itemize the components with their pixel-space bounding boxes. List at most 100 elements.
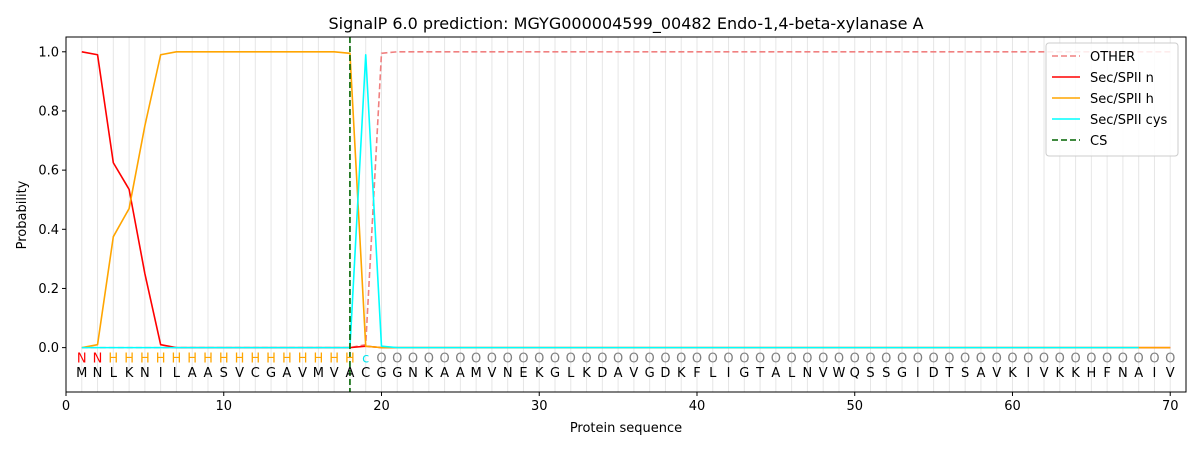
y-tick-label: 0.8 [38,104,59,119]
residue-state-label: O [455,351,465,366]
residue-letter: V [819,366,828,381]
residue-state-label: O [834,351,844,366]
residue-state-label: O [771,351,781,366]
residue-letter: L [110,366,118,381]
residue-letter: A [282,366,291,381]
residue-letter: W [833,366,846,381]
residue-letter: N [408,366,418,381]
y-tick-label: 0.0 [38,341,59,356]
plot-frame [65,36,1187,393]
residue-letter: K [582,366,591,381]
x-tick-label: 40 [689,399,706,414]
residue-state-label: O [865,351,875,366]
residue-letter: A [1134,366,1143,381]
residue-state-label: O [850,351,860,366]
residue-letter: K [1008,366,1017,381]
residue-letter: M [471,366,482,381]
residue-state-label: O [660,351,670,366]
residue-state-label: N [77,351,87,366]
residue-letter: A [614,366,623,381]
residue-letter: M [313,366,324,381]
residue-letter: S [882,366,890,381]
residue-state-label: O [534,351,544,366]
legend-label: OTHER [1090,50,1135,65]
residue-letter: G [645,366,655,381]
residue-letter: V [235,366,244,381]
residue-state-label: O [1118,351,1128,366]
residue-state-label: O [818,351,828,366]
residue-state-label: O [676,351,686,366]
x-tick-label: 0 [62,399,70,414]
residue-letter: G [376,366,386,381]
residue-state-label: H [282,351,292,366]
residue-letter: S [866,366,874,381]
x-axis-label: Protein sequence [570,421,682,436]
axis-ticks: 0 10 20 30 40 50 60 70 0.0 0.2 0.4 0.6 0.8 1.0 [38,45,1178,414]
residue-state-label: O [723,351,733,366]
legend-label: Sec/SPII cys [1090,113,1168,128]
residue-letter: I [1026,366,1030,381]
residue-state-label: O [629,351,639,366]
residue-letter: L [567,366,575,381]
residue-letter: K [535,366,544,381]
legend: OTHER Sec/SPII n Sec/SPII h Sec/SPII cys CS [1045,42,1179,157]
residue-state-label: O [708,351,718,366]
residue-state-label: O [613,351,623,366]
residue-letter: A [440,366,449,381]
residue-letter: V [1166,366,1175,381]
residue-state-label: H [235,351,245,366]
residue-letter: K [1056,366,1065,381]
residue-state-label: H [298,351,308,366]
residue-letter: D [660,366,670,381]
residue-state-label: O [1086,351,1096,366]
x-tick-label: 20 [373,399,390,414]
residue-letter: V [298,366,307,381]
residue-state-label: O [471,351,481,366]
residue-letter: N [803,366,813,381]
residue-letter: S [220,366,228,381]
residue-state-label: O [960,351,970,366]
residue-letter: F [693,366,700,381]
grid-lines [81,37,1171,392]
residue-state-label: O [597,351,607,366]
y-tick-label: 0.6 [38,164,59,179]
residue-state-label: O [392,351,402,366]
residue-state-label: H [156,351,166,366]
residue-state-label: O [1039,351,1049,366]
residue-letter: V [629,366,638,381]
residue-letter: T [944,366,953,381]
residue-state-label: H [250,351,260,366]
residue-state-label: O [944,351,954,366]
residue-state-label: H [314,351,324,366]
residue-state-label: O [408,351,418,366]
series-lines [81,37,1171,392]
legend-label: Sec/SPII n [1090,71,1154,86]
residue-state-label: O [1149,351,1159,366]
y-axis-label: Probability [15,180,30,249]
x-tick-label: 70 [1162,399,1179,414]
residue-state-label: O [1102,351,1112,366]
series-line-sec-spii-cys [81,53,1139,349]
residue-letter: N [140,366,150,381]
residue-letter: F [1103,366,1110,381]
residue-state-label: H [140,351,150,366]
residue-letter: K [125,366,134,381]
residue-letter: K [1071,366,1080,381]
legend-box [1045,42,1179,157]
x-tick-label: 10 [215,399,232,414]
residue-letter: I [1153,366,1157,381]
chart-title: SignalP 6.0 prediction: MGYG000004599_00… [328,14,923,34]
residue-letter: A [456,366,465,381]
residue-state-label: O [581,351,591,366]
residue-state-label: O [1007,351,1017,366]
residue-state-label: O [739,351,749,366]
residue-state-label: c [362,351,369,366]
residue-letter: N [503,366,513,381]
residue-state-label: O [802,351,812,366]
residue-state-label: N [93,351,103,366]
residue-state-label: O [1070,351,1080,366]
residue-letter: N [1118,366,1128,381]
residue-state-label: O [787,351,797,366]
residue-state-label: O [487,351,497,366]
